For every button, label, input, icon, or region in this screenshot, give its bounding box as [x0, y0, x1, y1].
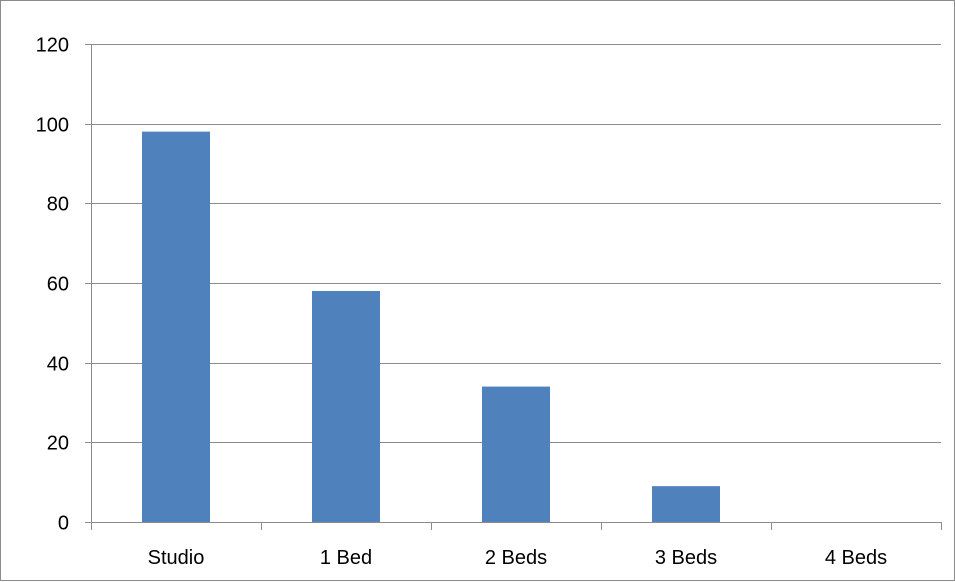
- bar-studio: [142, 131, 210, 522]
- gridlines: [91, 44, 941, 443]
- axes: [85, 44, 942, 530]
- bars: [142, 131, 720, 522]
- y-tick-labels: 0 20 40 60 80 100 120: [36, 35, 69, 535]
- bar-1-bed: [312, 290, 380, 522]
- x-tick-label-1-bed: 1 Bed: [320, 547, 372, 569]
- y-tick-label-100: 100: [36, 115, 69, 137]
- x-tick-label-3-beds: 3 Beds: [655, 547, 717, 569]
- y-tick-label-20: 20: [47, 433, 69, 455]
- x-tick-label-studio: Studio: [148, 547, 205, 569]
- bar-3-beds: [652, 486, 720, 522]
- y-tick-label-40: 40: [47, 354, 69, 376]
- y-tick-label-80: 80: [47, 194, 69, 216]
- y-tick-label-60: 60: [47, 274, 69, 296]
- y-tick-label-0: 0: [58, 513, 69, 535]
- x-tick-labels: Studio 1 Bed 2 Beds 3 Beds 4 Beds: [148, 547, 887, 569]
- x-tick-label-4-beds: 4 Beds: [825, 547, 887, 569]
- bar-2-beds: [482, 386, 550, 522]
- x-tick-label-2-beds: 2 Beds: [485, 547, 547, 569]
- y-tick-label-120: 120: [36, 35, 69, 57]
